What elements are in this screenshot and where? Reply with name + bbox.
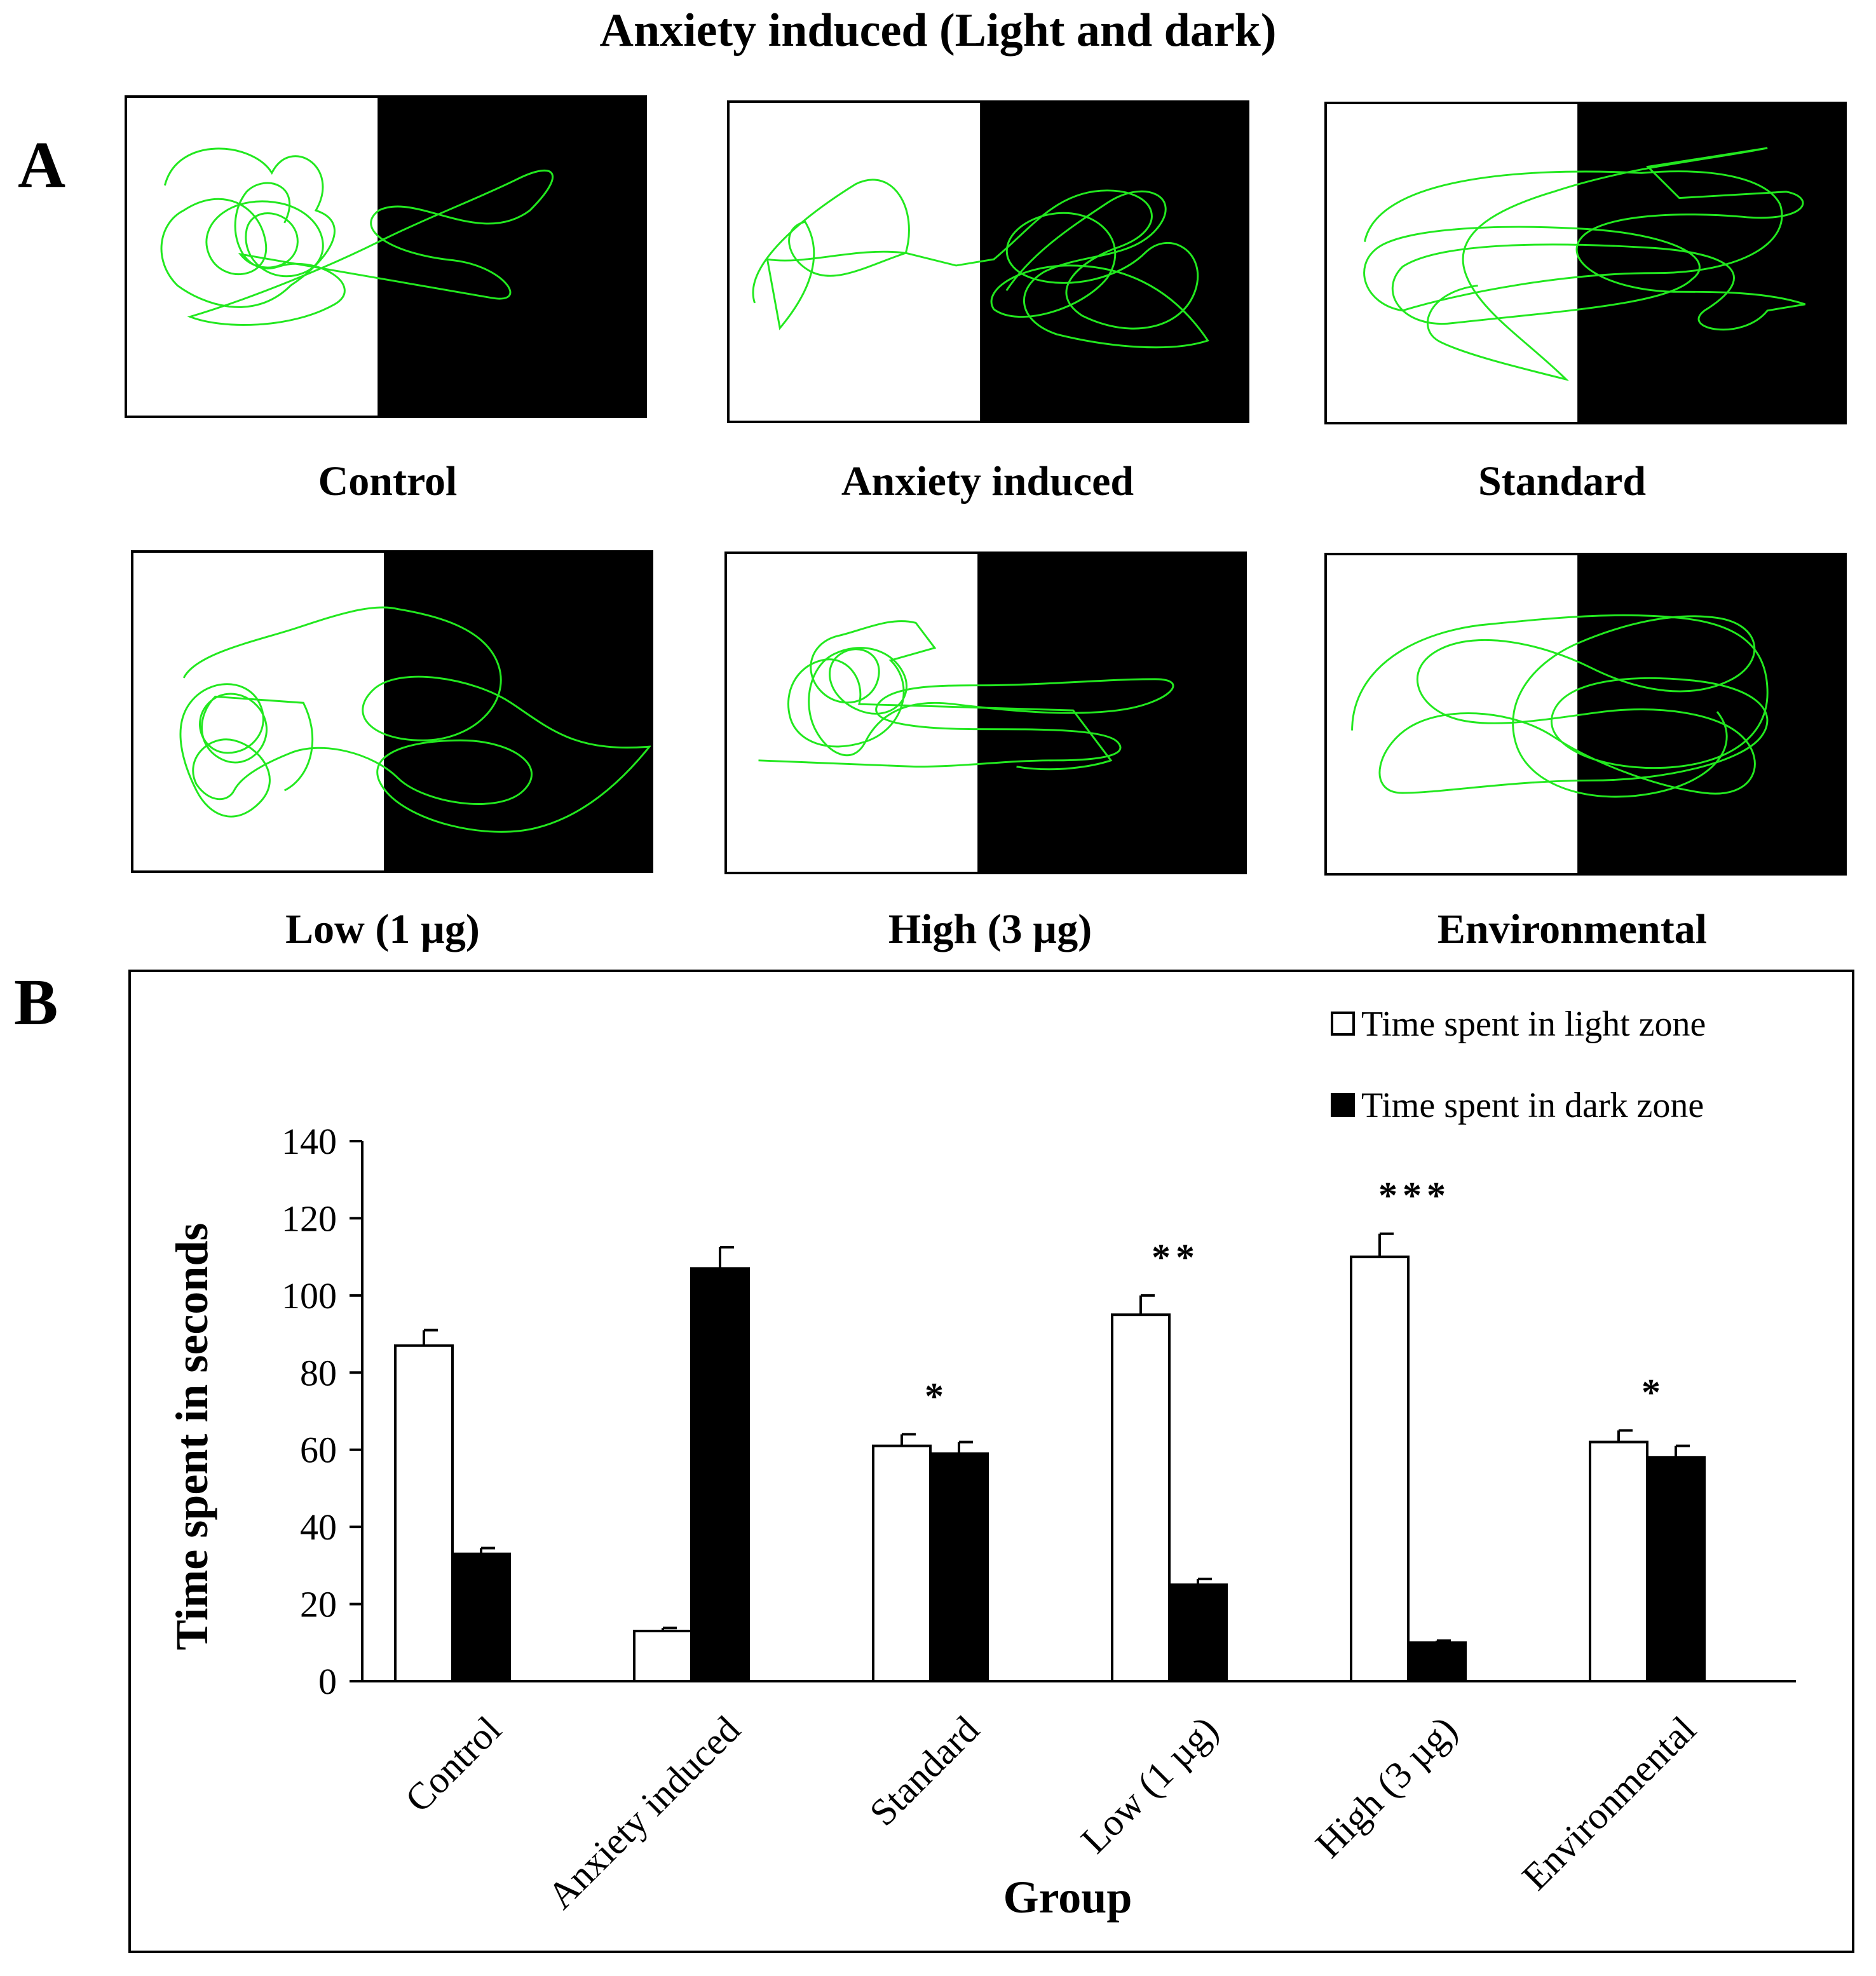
bar-light (394, 1344, 454, 1682)
significance-marker: ** (1152, 1236, 1200, 1278)
movement-track (1351, 614, 1769, 798)
figure-title: Anxiety induced (Light and dark) (599, 4, 1277, 57)
y-tick-label: 100 (282, 1275, 337, 1316)
x-tick-label: Standard (862, 1709, 987, 1834)
bar-light (1111, 1313, 1171, 1683)
caption-anxiety-induced: Anxiety induced (841, 458, 1134, 504)
caption-standard: Standard (1478, 458, 1647, 504)
bar-light (633, 1630, 693, 1683)
legend-swatch-light (1331, 1012, 1355, 1036)
track-panel-environmental (1324, 553, 1847, 876)
track-panel-standard (1324, 102, 1847, 424)
bar-light (1350, 1255, 1410, 1682)
movement-track (752, 179, 1209, 349)
x-tick-label: Control (397, 1709, 509, 1820)
y-tick-label: 80 (300, 1352, 337, 1393)
track-panel-high (724, 552, 1247, 874)
panel-b-letter: B (14, 966, 58, 1039)
track-plot-standard (1363, 104, 1844, 422)
y-tick-label: 60 (300, 1430, 337, 1471)
y-tick-label: 140 (282, 1121, 337, 1162)
legend-swatch-dark (1331, 1093, 1355, 1117)
panel-a-letter: A (18, 128, 66, 201)
caption-control: Control (318, 458, 458, 504)
track-plot-environmental (1351, 555, 1844, 873)
dark-zone (977, 554, 1244, 872)
movement-track (160, 147, 554, 326)
y-tick-label: 20 (300, 1584, 337, 1625)
dark-zone (377, 98, 644, 416)
track-panel-control (125, 95, 647, 418)
x-tick-label: High (3 µg) (1307, 1709, 1465, 1866)
movement-track (758, 620, 1174, 771)
caption-high: High (3 µg) (888, 906, 1092, 952)
bar-dark (1407, 1641, 1467, 1682)
track-panel-low (131, 550, 653, 873)
legend-label-dark: Time spent in dark zone (1361, 1086, 1704, 1125)
x-tick-label: Anxiety induced (540, 1709, 748, 1917)
track-plot-anxiety-induced (752, 103, 1247, 421)
track-panel-anxiety-induced (727, 100, 1249, 423)
legend-label-light: Time spent in light zone (1361, 1005, 1706, 1044)
movement-track (179, 606, 651, 833)
movement-track (1363, 147, 1806, 381)
track-plot-high (758, 554, 1244, 872)
x-tick-label: Low (1 µg) (1073, 1709, 1226, 1862)
x-tick-label: Environmental (1514, 1709, 1704, 1898)
y-axis-label: Time spent in seconds (167, 1223, 217, 1651)
bar-dark (690, 1267, 750, 1683)
significance-marker: *** (1378, 1175, 1451, 1217)
bar-dark (929, 1452, 989, 1682)
x-axis-label: Group (1003, 1872, 1132, 1923)
chart-frame (128, 970, 1854, 1953)
bar-dark (1646, 1456, 1706, 1683)
y-tick-label: 120 (282, 1198, 337, 1239)
significance-marker: * (925, 1375, 949, 1417)
caption-environmental: Environmental (1437, 906, 1708, 952)
y-tick-label: 0 (318, 1661, 337, 1702)
bar-light (1589, 1440, 1648, 1683)
track-plot-control (160, 98, 644, 416)
y-tick-label: 40 (300, 1506, 337, 1548)
bar-dark (1168, 1583, 1228, 1683)
caption-low: Low (1 µg) (285, 906, 480, 952)
dark-zone (1577, 555, 1844, 873)
track-plot-low (179, 553, 651, 870)
significance-marker: * (1642, 1371, 1666, 1413)
bar-dark (451, 1552, 511, 1682)
bar-light (872, 1444, 932, 1682)
